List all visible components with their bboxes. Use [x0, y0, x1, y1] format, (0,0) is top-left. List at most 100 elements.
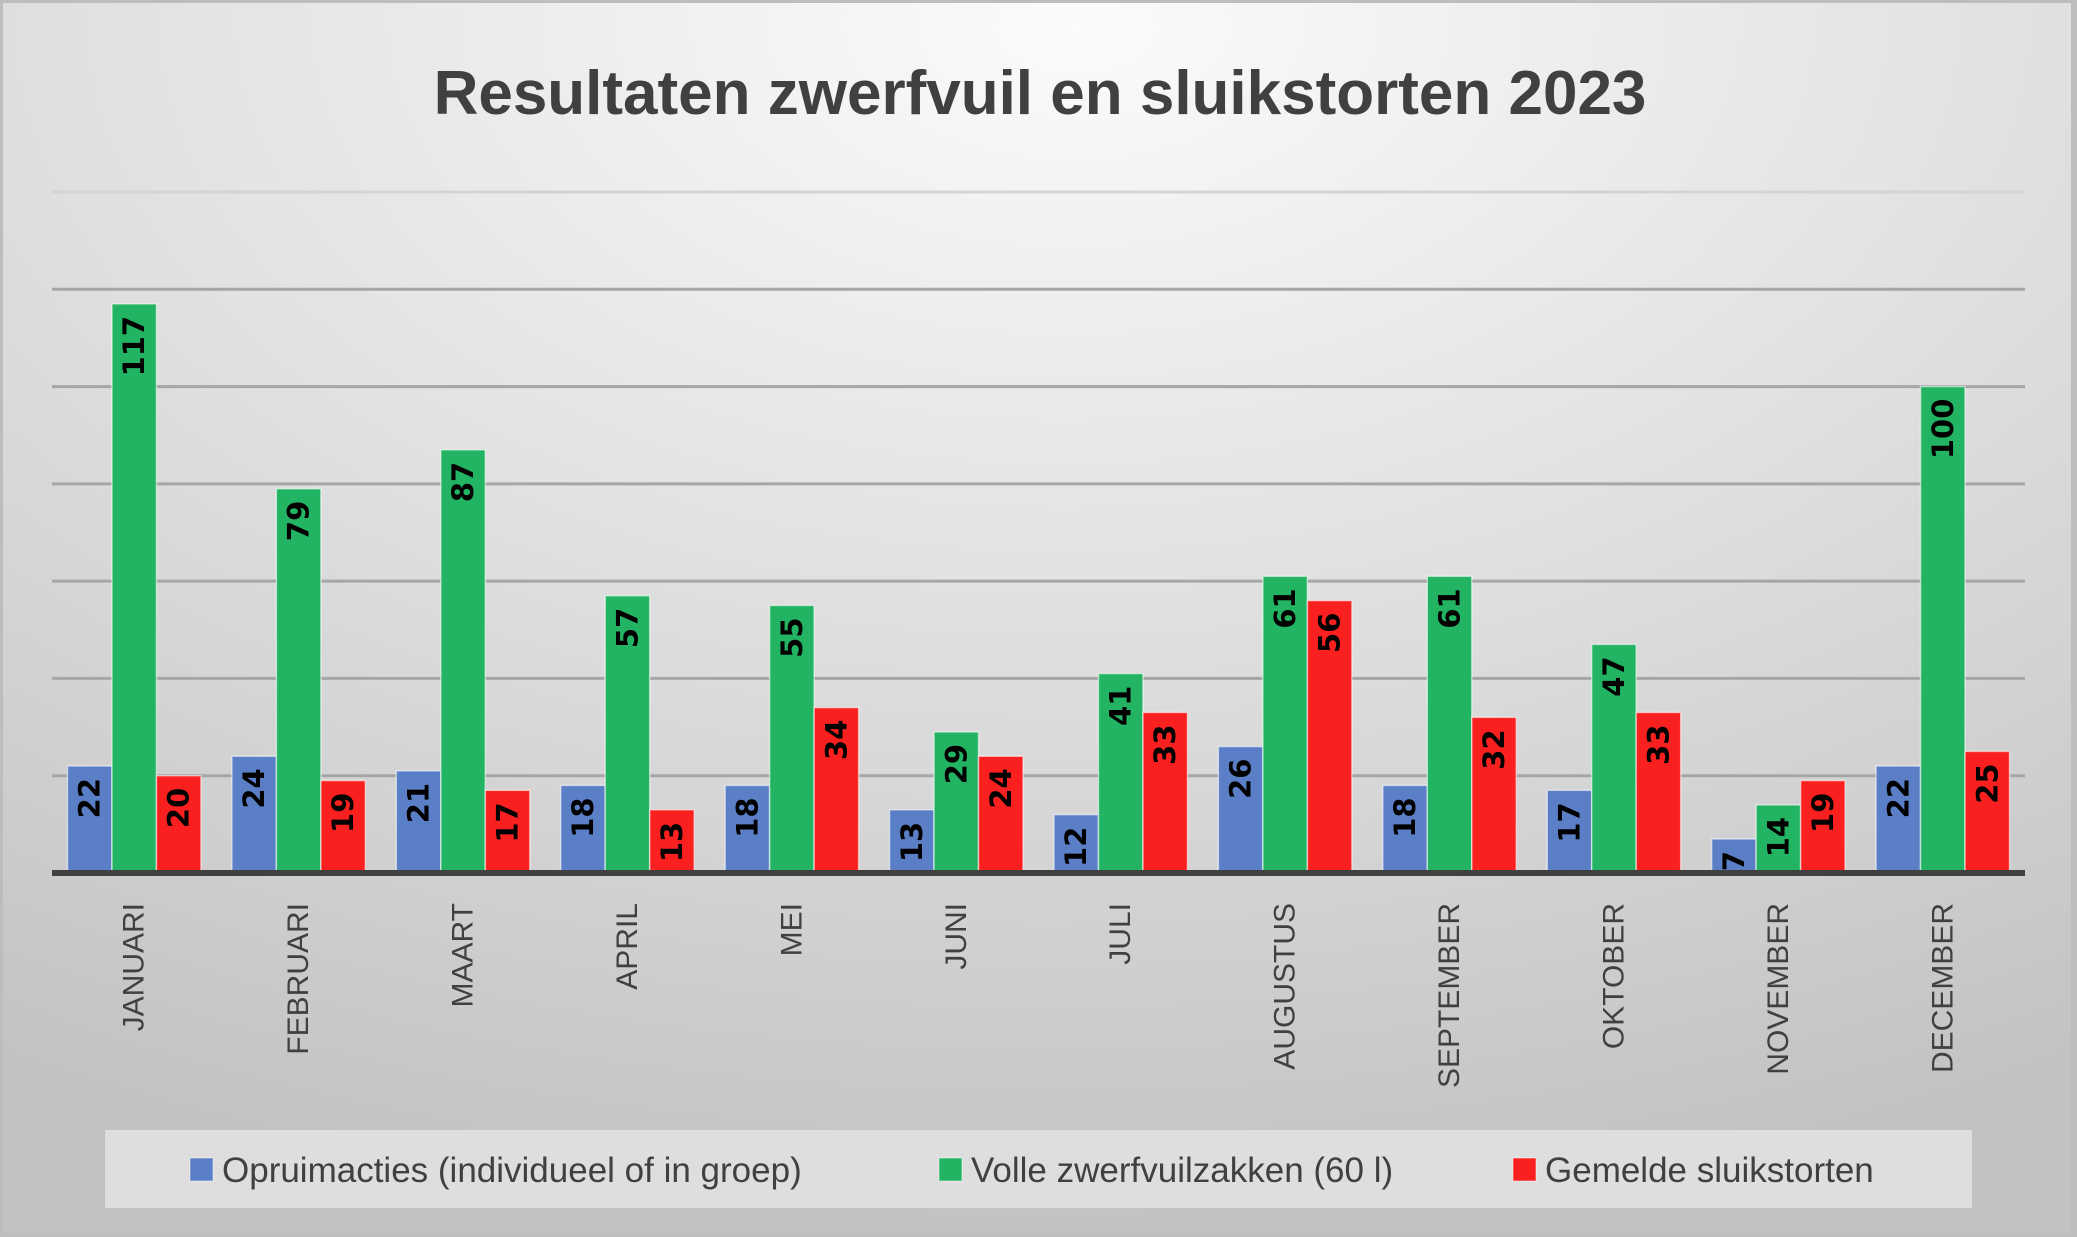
legend-marker-green [938, 1157, 963, 1182]
data-label: 12 [1059, 827, 1093, 867]
data-label: 41 [1104, 686, 1138, 726]
data-label: 13 [655, 822, 689, 862]
legend-item-opruimacties: Opruimacties (individueel of in groep) [189, 1151, 802, 1190]
legend-marker-blue [189, 1157, 214, 1182]
legend: Opruimacties (individueel of in groep) V… [105, 1130, 1972, 1208]
data-label: 79 [282, 501, 316, 541]
bar-opruimacties-december [1875, 765, 1922, 874]
bar-opruimacties-juli [1053, 813, 1100, 874]
bar-sluikstorten-mei [813, 706, 860, 874]
data-label: 33 [1641, 724, 1675, 764]
legend-marker-red [1512, 1157, 1537, 1182]
bar-zwerfvuilzakken-maart [440, 449, 487, 874]
bar-group-maart [395, 449, 531, 874]
bar-zwerfvuilzakken-februari [275, 487, 322, 874]
data-label: 61 [1268, 588, 1302, 628]
bar-group-januari [66, 303, 202, 874]
bar-sluikstorten-maart [484, 789, 531, 874]
chart-background [3, 3, 2071, 1233]
data-label: 17 [491, 802, 525, 842]
data-label: 32 [1477, 729, 1511, 769]
bar-group-april [559, 594, 695, 874]
data-label: 55 [775, 617, 809, 657]
category-label-december: DECEMBER [1926, 903, 1959, 1073]
bar-group-juli [1053, 672, 1189, 874]
bar-zwerfvuilzakken-september [1426, 575, 1473, 874]
data-label: 34 [819, 720, 853, 760]
legend-item-sluikstorten: Gemelde sluikstorten [1512, 1151, 1874, 1190]
category-label-april: APRIL [611, 903, 644, 990]
bar-zwerfvuilzakken-januari [111, 303, 158, 874]
category-label-augustus: AUGUSTUS [1269, 903, 1302, 1070]
category-labels: JANUARI FEBRUARI MAART APRIL MEI JUNI JULI AUGU… [118, 903, 1960, 1088]
data-label: 7 [1717, 851, 1751, 871]
gridlines [52, 190, 2025, 778]
data-label: 18 [730, 797, 764, 837]
data-label: 87 [446, 462, 480, 502]
data-label: 29 [939, 744, 973, 784]
data-label: 18 [1388, 797, 1422, 837]
data-label: 57 [610, 608, 644, 648]
legend-label: Gemelde sluikstorten [1545, 1151, 1874, 1190]
bar-sluikstorten-september [1471, 716, 1518, 874]
category-label-maart: MAART [447, 903, 480, 1007]
data-label: 61 [1433, 588, 1467, 628]
category-label-juni: JUNI [940, 903, 973, 970]
data-label: 17 [1552, 802, 1586, 842]
data-label: 56 [1313, 613, 1347, 653]
bar-group-juni [888, 731, 1024, 874]
category-label-februari: FEBRUARI [282, 903, 315, 1055]
legend-label: Volle zwerfvuilzakken (60 l) [971, 1151, 1393, 1190]
legend-item-zwerfvuilzakken: Volle zwerfvuilzakken (60 l) [938, 1151, 1393, 1190]
bar-group-mei [724, 604, 860, 874]
legend-background [105, 1130, 1972, 1208]
data-label: 25 [1970, 763, 2004, 803]
data-label: 18 [566, 797, 600, 837]
data-label: 19 [1806, 793, 1840, 833]
bar-group-november [1710, 779, 1846, 874]
bar-sluikstorten-juni [977, 755, 1024, 874]
category-label-juli: JULI [1104, 903, 1137, 965]
bar-sluikstorten-oktober [1635, 711, 1682, 874]
bar-opruimacties-juni [888, 809, 935, 874]
data-label: 24 [237, 768, 271, 808]
bar-opruimacties-oktober [1546, 789, 1593, 874]
bar-group-december [1875, 385, 2011, 874]
bar-opruimacties-maart [395, 770, 442, 874]
data-label: 26 [1224, 759, 1258, 799]
bar-group-augustus [1217, 575, 1353, 874]
data-label: 20 [162, 788, 196, 828]
bar-zwerfvuilzakken-april [604, 594, 651, 874]
bar-group-september [1382, 575, 1518, 874]
bar-opruimacties-september [1382, 784, 1429, 874]
bar-sluikstorten-juli [1142, 711, 1189, 874]
data-label: 117 [117, 316, 151, 377]
data-label: 22 [1881, 778, 1915, 818]
data-label: 24 [984, 768, 1018, 808]
bar-sluikstorten-januari [155, 774, 202, 874]
category-label-mei: MEI [775, 903, 808, 956]
bar-sluikstorten-augustus [1306, 599, 1353, 874]
data-label: 13 [895, 822, 929, 862]
data-label: 19 [326, 793, 360, 833]
data-label: 47 [1597, 656, 1631, 696]
chart-title: Resultaten zwerfvuil en sluikstorten 202… [434, 59, 1647, 128]
data-label: 21 [402, 783, 436, 823]
bar-zwerfvuilzakken-mei [768, 604, 815, 874]
data-label: 14 [1761, 817, 1795, 857]
bar-zwerfvuilzakken-juli [1097, 672, 1144, 874]
category-label-januari: JANUARI [118, 903, 151, 1031]
bar-opruimacties-mei [724, 784, 771, 874]
data-label: 100 [1926, 399, 1960, 460]
legend-label: Opruimacties (individueel of in groep) [222, 1151, 802, 1190]
bar-sluikstorten-november [1799, 779, 1846, 874]
data-label: 33 [1148, 724, 1182, 764]
bar-zwerfvuilzakken-juni [933, 731, 980, 874]
category-label-oktober: OKTOBER [1597, 903, 1630, 1049]
bars [66, 303, 2011, 874]
data-label: 22 [73, 778, 107, 818]
bar-sluikstorten-december [1964, 750, 2011, 874]
